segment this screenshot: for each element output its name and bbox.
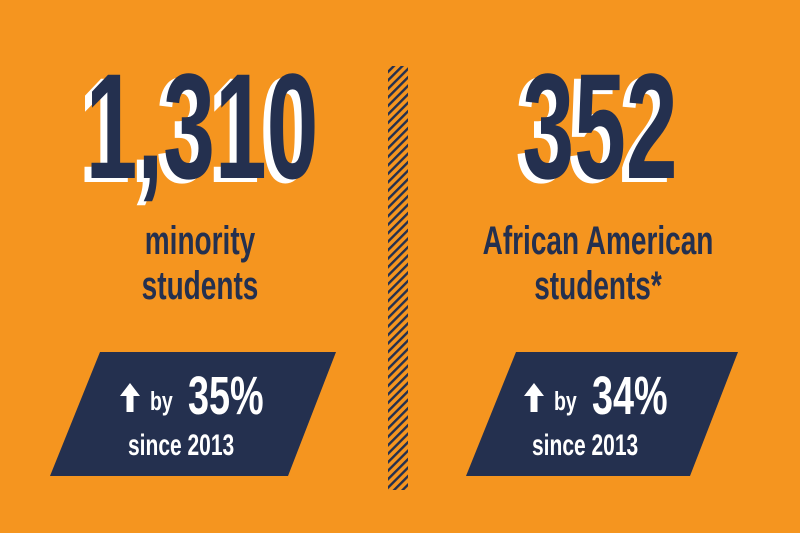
big-number: 352: [522, 43, 677, 210]
up-arrow: [120, 383, 140, 412]
change-prefix: by: [150, 386, 173, 415]
change-since: since 2013: [128, 430, 234, 462]
up-arrow: [524, 383, 544, 412]
big-number-shadow: 1,310: [79, 47, 312, 214]
big-number-shadow: 352: [515, 47, 670, 214]
stat-label: minority: [145, 219, 256, 263]
big-number: 1,310: [86, 43, 319, 210]
change-prefix: by: [554, 386, 577, 415]
stat-label: African American: [483, 219, 714, 263]
change-since: since 2013: [532, 430, 638, 462]
change-percent: 35%: [188, 365, 264, 425]
stat-label: students*: [534, 264, 662, 308]
badge-left: [50, 352, 336, 476]
change-percent: 34%: [592, 365, 668, 425]
stat-label: students: [142, 264, 259, 308]
divider: [388, 66, 408, 490]
